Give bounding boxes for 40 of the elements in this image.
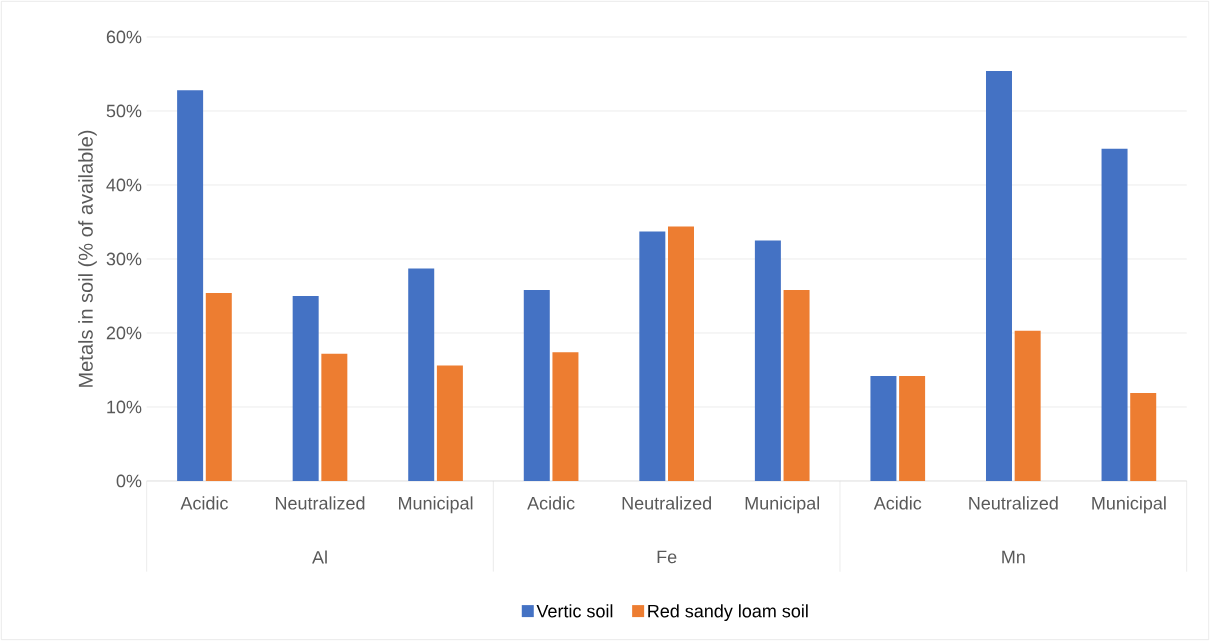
- y-tick-label: 10%: [107, 400, 142, 414]
- x-tick-label: Municipal: [745, 496, 820, 514]
- bar: [754, 240, 781, 481]
- bar: [408, 268, 435, 481]
- x-tick-label: Neutralized: [275, 496, 365, 510]
- x-tick-label: Acidic: [180, 496, 228, 510]
- x-tick-label: Acidic: [873, 496, 922, 510]
- text: Mn: [1002, 550, 1025, 564]
- y-tick-label: 50%: [106, 104, 142, 118]
- bar: [639, 231, 666, 481]
- x-tick-label: Neutralized: [969, 496, 1058, 510]
- x-tick-label: Municipal: [1092, 496, 1166, 514]
- bar: [1014, 330, 1041, 481]
- bar: [985, 71, 1012, 481]
- y-tick-label: 0%: [116, 474, 142, 488]
- x-tick-label: Municipal: [399, 496, 473, 514]
- bar: [899, 375, 926, 481]
- x-tick-label: Acidic: [527, 496, 575, 510]
- bar: [668, 226, 694, 481]
- x-tick-label: Neutralized: [622, 496, 712, 510]
- text: Al: [312, 550, 327, 564]
- legend-label: Red sandy loam soil: [648, 604, 808, 622]
- bar: [870, 375, 897, 481]
- bar: [292, 295, 319, 481]
- y-tick-label: 30%: [106, 252, 142, 266]
- y-tick-label: 60%: [106, 30, 142, 44]
- bar: [552, 352, 579, 481]
- bar: [205, 293, 232, 481]
- bar: [783, 290, 810, 481]
- y-tick-label: 20%: [106, 326, 142, 340]
- y-tick-label: 40%: [106, 178, 142, 192]
- legend-label: Vertic soil: [536, 604, 613, 618]
- text: Fe: [657, 550, 677, 564]
- y-axis-title: Metals in soil (% of available): [78, 130, 97, 387]
- bar: [1130, 392, 1157, 481]
- bar: [177, 90, 204, 481]
- bar: [1101, 148, 1128, 481]
- bar: [523, 290, 550, 481]
- bar: [321, 353, 348, 481]
- bar: [436, 365, 463, 481]
